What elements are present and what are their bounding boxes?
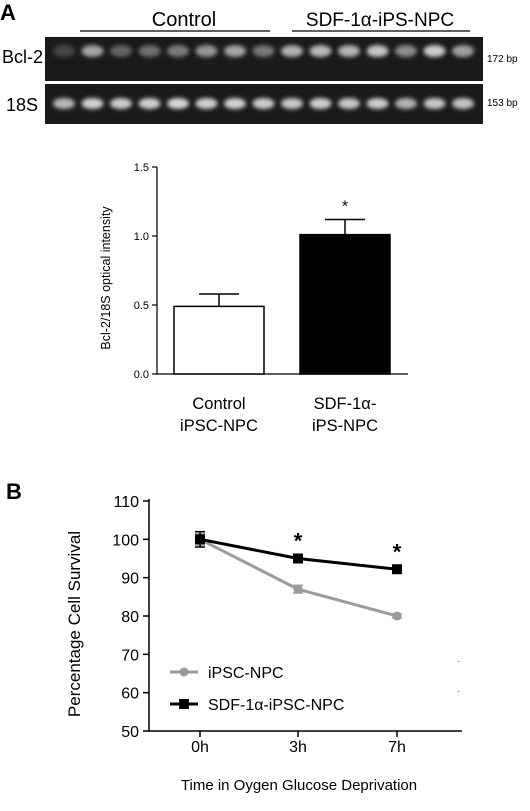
line-point (293, 553, 303, 564)
line-point (392, 611, 402, 621)
gel-band (167, 45, 189, 57)
bar (299, 233, 391, 375)
gel-band (423, 98, 446, 109)
line-point (293, 584, 303, 594)
gel-row-18s-label: 18S (6, 95, 38, 115)
line-xtick-label: 0h (191, 739, 209, 756)
gel-band (452, 98, 474, 109)
gel-band (138, 98, 161, 109)
line-significance: * (294, 529, 303, 554)
gel-band (195, 98, 218, 109)
gel-band (195, 45, 218, 57)
bar (173, 305, 265, 375)
line-chart: Percentage Cell Survival 50 60 70 80 90 100 11… (65, 494, 462, 794)
gel-band (138, 45, 161, 57)
gel-band (167, 98, 189, 109)
line-ylabel: Percentage Cell Survival (65, 531, 84, 717)
legend-swatch-marker (179, 699, 189, 709)
line-ytick-label: 100 (112, 532, 139, 549)
gel-band (452, 45, 474, 57)
gel-band (53, 98, 75, 109)
panel-a-label: A (0, 0, 16, 25)
panel-b-label: B (6, 479, 22, 504)
gel-band (395, 98, 417, 109)
gel-band (366, 98, 389, 109)
gel-band (252, 98, 275, 109)
gel-row-18s-size: 153 bp (487, 98, 518, 109)
line-point (392, 564, 402, 575)
gel-band (110, 45, 132, 57)
bar-ytick-label: 0.0 (134, 369, 149, 381)
legend-label: iPSC-NPC (208, 665, 284, 682)
line-point (195, 534, 205, 545)
bar-ylabel: Bcl-2/18S optical intensity (99, 206, 113, 350)
bar-category-label: SDF-1α-iPS-NPC (312, 395, 378, 435)
line-xlabel: Time in Oygen Glucose Deprivation (181, 777, 417, 794)
line-ytick-label: 60 (121, 686, 139, 703)
bar-ytick-label: 0.5 (134, 300, 149, 312)
gel-band (81, 45, 104, 57)
bar-ytick-label: 1.0 (134, 231, 149, 243)
gel-band (110, 98, 132, 109)
bar-significance: * (342, 198, 348, 215)
gel-band (338, 98, 360, 109)
bar-category-label: Control iPSC-NPC (180, 395, 258, 435)
gel-band (338, 45, 360, 57)
gel-band (53, 45, 75, 57)
gel-group-control-label: Control (152, 9, 216, 31)
gel-band (224, 45, 246, 57)
gel-row-bcl2-label: Bcl-2 (2, 47, 43, 67)
line-significance: * (393, 539, 402, 564)
line-ytick-label: 90 (121, 571, 139, 588)
gel-band (309, 98, 332, 109)
bar-ytick-label: 1.5 (134, 162, 149, 174)
gel-band (281, 45, 303, 57)
gel-row-bcl2-size: 172 bp (487, 54, 518, 65)
stray-mark: · (457, 656, 460, 667)
line-ytick-label: 70 (121, 647, 139, 664)
line-ytick-label: 110 (113, 494, 139, 511)
stray-mark: · (457, 686, 460, 697)
gel-band (224, 98, 246, 109)
gel-band (281, 98, 303, 109)
legend-swatch-marker (179, 667, 189, 677)
gel-band (252, 45, 275, 57)
line-ytick-label: 50 (121, 724, 139, 741)
gel-band (423, 45, 446, 57)
line-xtick-label: 7h (388, 739, 406, 756)
legend-label: SDF-1α-iPSC-NPC (208, 697, 344, 714)
bar-chart: Bcl-2/18S optical intensity 0.0 0.5 1.0 1.5… (99, 162, 408, 435)
gel-band (366, 45, 389, 57)
gel-group-sdf-label: SDF-1α-iPS-NPC (306, 10, 454, 31)
gel-band (395, 45, 417, 57)
line-xtick-label: 3h (289, 739, 307, 756)
gel-bcl2-background (45, 37, 483, 81)
gel-bcl2-bands (53, 45, 474, 57)
gel-18s-bands (53, 98, 474, 109)
gel-band (81, 98, 104, 109)
line-ytick-label: 80 (121, 609, 139, 626)
gel-band (309, 45, 332, 57)
